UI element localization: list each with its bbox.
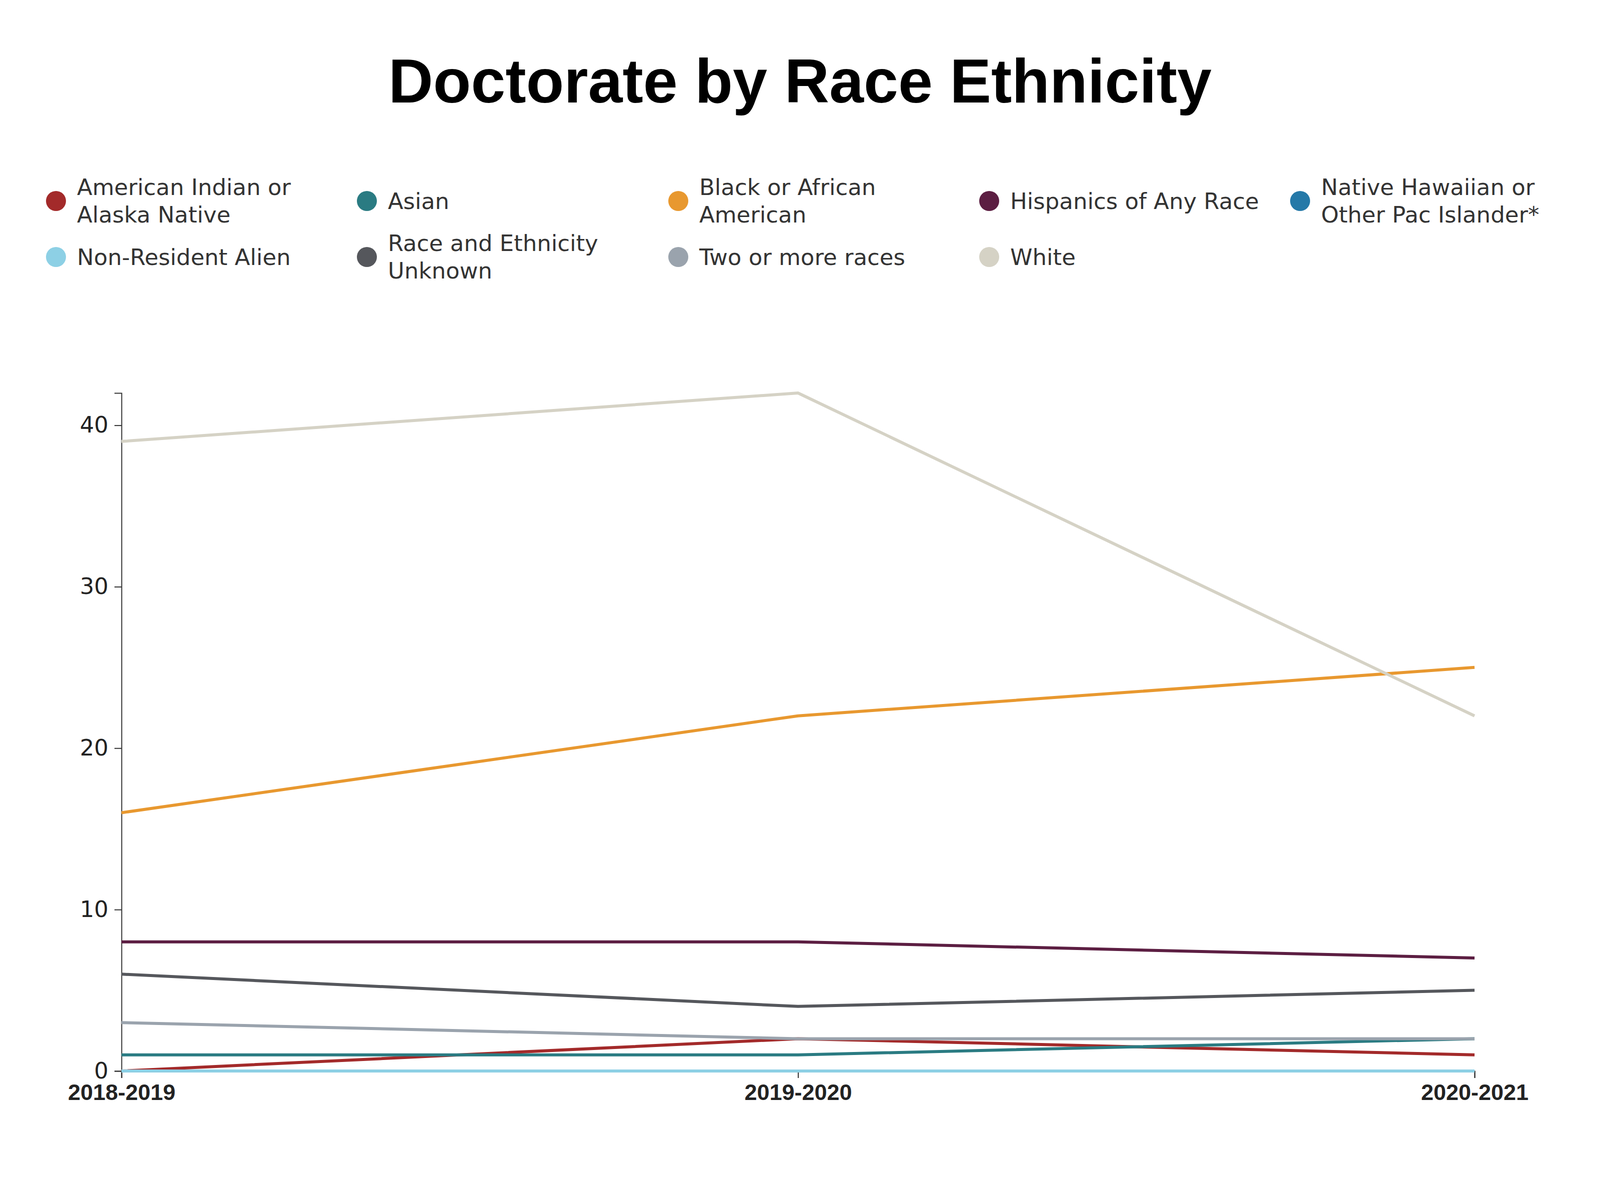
legend-label: White	[1010, 243, 1076, 271]
legend-swatch	[356, 190, 377, 211]
legend-item: Asian	[356, 187, 450, 215]
legend-label: Black or AfricanAmerican	[699, 173, 876, 228]
y-tick-label: 10	[79, 895, 109, 923]
y-tick-label: 20	[79, 734, 109, 761]
y-tick: 20	[79, 734, 122, 761]
legend-swatch	[668, 190, 689, 211]
y-axis: 010203040	[79, 393, 122, 1084]
legend-item: Non-Resident Alien	[45, 243, 291, 271]
legend-label: Two or more races	[698, 243, 906, 271]
y-tick: 30	[79, 572, 122, 600]
title: Doctorate by Race Ethnicity	[388, 46, 1212, 116]
x-tick-label: 2018-2019	[67, 1079, 176, 1105]
legend: American Indian orAlaska Native Asian Blac…	[45, 173, 1540, 284]
series-line	[121, 1069, 1475, 1073]
legend-item: White	[979, 243, 1076, 271]
legend-item: Race and EthnicityUnknown	[356, 229, 599, 284]
legend-swatch	[45, 190, 66, 211]
y-tick-mark	[114, 586, 122, 588]
legend-swatch	[1290, 190, 1311, 211]
x-axis-line	[121, 1071, 1476, 1079]
series-line	[121, 667, 1475, 813]
legend-swatch	[45, 246, 66, 267]
legend-label: Hispanics of Any Race	[1010, 187, 1260, 215]
legend-label: Non-Resident Alien	[76, 243, 291, 271]
y-tick-label: 40	[79, 411, 109, 438]
legend-item: Black or AfricanAmerican	[668, 173, 876, 228]
legend-label: Race and EthnicityUnknown	[387, 229, 599, 284]
y-tick-mark	[114, 1070, 122, 1072]
x-tick: 2019-2020	[744, 1070, 852, 1105]
legend-label: Asian	[387, 187, 450, 215]
series-line	[121, 392, 1475, 716]
legend-item: Hispanics of Any Race	[979, 187, 1260, 215]
y-tick: 10	[79, 895, 122, 923]
x-tick: 2018-2019	[67, 1070, 176, 1105]
legend-swatch	[668, 246, 689, 267]
y-tick-mark	[114, 909, 122, 911]
series-line	[121, 1069, 1475, 1073]
y-tick-mark	[114, 424, 122, 426]
legend-label: American Indian orAlaska Native	[76, 173, 291, 228]
series-line	[121, 973, 1475, 1007]
plot-area	[121, 392, 1475, 1071]
x-tick-label: 2020-2021	[1421, 1079, 1529, 1105]
y-tick-label: 30	[79, 572, 109, 600]
y-tick: 40	[79, 411, 122, 438]
series-line	[121, 1022, 1475, 1039]
x-tick: 2020-2021	[1421, 1070, 1529, 1105]
x-axis: 2018-2019 2019-2020 2020-2021	[67, 1070, 1529, 1105]
y-axis-line	[114, 393, 122, 1072]
x-tick-label: 2019-2020	[744, 1079, 852, 1105]
legend-swatch	[979, 190, 1000, 211]
legend-item: Native Hawaiian orOther Pac Islander*	[1290, 173, 1540, 228]
chart: Doctorate by Race Ethnicity American Indi…	[0, 0, 1600, 1188]
series-line	[121, 941, 1475, 958]
legend-swatch	[356, 246, 377, 267]
legend-item: American Indian orAlaska Native	[45, 173, 291, 228]
legend-swatch	[979, 246, 1000, 267]
y-tick-mark	[114, 747, 122, 749]
series-line	[121, 1038, 1475, 1071]
legend-item: Two or more races	[668, 243, 906, 271]
series-line	[121, 1038, 1475, 1055]
legend-label: Native Hawaiian orOther Pac Islander*	[1321, 173, 1540, 228]
